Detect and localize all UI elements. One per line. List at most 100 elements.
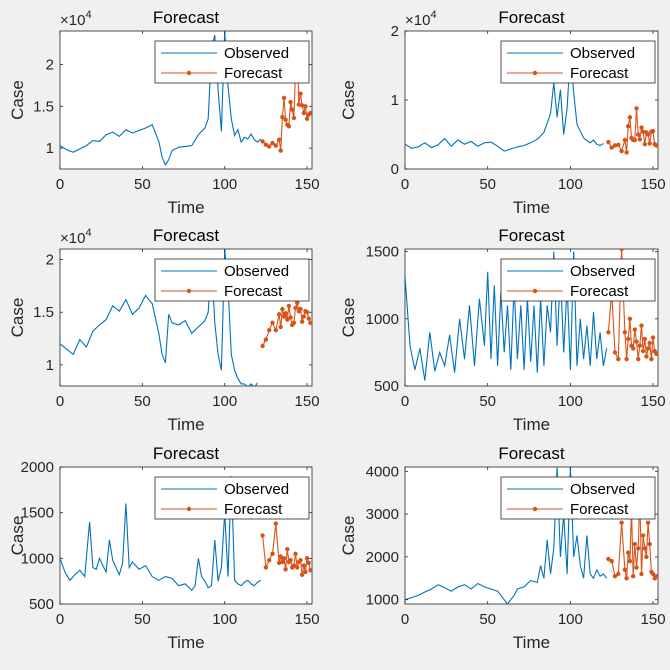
forecast-point <box>654 351 658 356</box>
forecast-legend-marker <box>532 288 538 294</box>
forecast-point <box>263 142 269 147</box>
x-tick-label: 100 <box>212 611 237 628</box>
chart-title: Forecast <box>153 226 219 245</box>
y-tick-label: 0 <box>391 161 399 178</box>
forecast-point <box>650 128 656 134</box>
y-tick-label: 2000 <box>21 459 54 476</box>
legend-label-forecast: Forecast <box>570 501 629 518</box>
forecast-point <box>626 550 631 555</box>
y-axis-label: Case <box>339 298 358 338</box>
y-tick-label: 1.5 <box>33 98 54 115</box>
forecast-point <box>636 132 641 137</box>
y-tick-label: 1500 <box>366 244 399 261</box>
forecast-point <box>260 343 265 349</box>
forecast-point <box>622 137 628 143</box>
x-tick-label: 150 <box>641 393 666 410</box>
forecast-point <box>647 340 652 346</box>
forecast-point <box>622 330 628 335</box>
forecast-point <box>291 320 297 325</box>
x-tick-label: 150 <box>295 393 320 410</box>
forecast-point <box>616 356 621 362</box>
forecast-point <box>298 91 303 96</box>
forecast-point <box>627 115 633 120</box>
legend-label-forecast: Forecast <box>224 65 283 82</box>
chart-panel-4: 0 50 100 150 500 1000 1500 Forecast Time Case Obse… <box>339 226 666 434</box>
x-axis-label: Time <box>513 633 550 652</box>
forecast-legend-marker <box>186 506 192 512</box>
x-tick-label: 0 <box>56 611 64 628</box>
forecast-legend-marker <box>186 288 192 294</box>
legend-label-observed: Observed <box>570 45 635 62</box>
forecast-point <box>642 142 647 147</box>
observed-series-line <box>405 51 604 152</box>
forecast-point <box>606 556 611 562</box>
forecast-point <box>281 95 287 101</box>
legend-label-forecast: Forecast <box>570 65 629 82</box>
forecast-point <box>301 110 306 116</box>
legend-box <box>154 476 310 520</box>
forecast-point <box>285 547 290 552</box>
x-tick-label: 50 <box>134 393 151 410</box>
x-tick-label: 100 <box>212 393 237 410</box>
forecast-point <box>293 305 298 311</box>
legend-box <box>154 258 310 302</box>
forecast-point <box>619 520 624 525</box>
forecast-point <box>273 521 278 526</box>
y-tick-label: 1.5 <box>33 304 54 321</box>
y-axis-label: Case <box>339 80 358 120</box>
forecast-point <box>298 558 303 563</box>
forecast-point <box>286 124 292 129</box>
x-tick-label: 0 <box>401 176 409 193</box>
forecast-point <box>293 551 298 556</box>
legend-label-forecast: Forecast <box>224 501 283 518</box>
y-tick-label: 1500 <box>21 505 54 522</box>
legend-box <box>500 258 656 302</box>
forecast-point <box>636 356 641 362</box>
observed-series-line <box>60 249 259 386</box>
legend-label-observed: Observed <box>570 263 635 280</box>
legend-label-observed: Observed <box>224 263 289 280</box>
y-tick-label: 1000 <box>21 550 54 567</box>
forecast-point <box>619 249 624 252</box>
forecast-point <box>267 558 272 563</box>
forecast-point <box>301 563 306 568</box>
forecast-point <box>281 556 287 561</box>
forecast-point <box>639 125 644 130</box>
forecast-point <box>303 104 308 109</box>
forecast-point <box>609 145 614 150</box>
forecast-point <box>278 324 283 330</box>
forecast-point <box>304 556 310 561</box>
forecast-point <box>632 137 637 143</box>
x-axis-label: Time <box>167 198 204 217</box>
forecast-point <box>291 563 297 568</box>
y-tick-label: 3000 <box>366 506 399 523</box>
forecast-point <box>308 568 312 573</box>
forecast-point <box>645 132 651 137</box>
forecast-point <box>634 565 639 570</box>
forecast-point <box>619 148 624 154</box>
forecast-point <box>647 541 652 547</box>
forecast-point <box>273 143 278 148</box>
x-axis-label: Time <box>167 633 204 652</box>
chart-panel-3: 0 50 100 150 1 1.5 2 ×104 Forecast Time Case Observ… <box>8 226 320 434</box>
forecast-point <box>308 110 312 116</box>
forecast-point <box>639 571 644 577</box>
legend-box <box>154 40 310 84</box>
forecast-point <box>283 567 288 572</box>
forecast-point <box>631 346 636 351</box>
x-tick-label: 50 <box>134 176 151 193</box>
forecast-point <box>280 306 285 312</box>
forecast-point <box>637 137 642 142</box>
x-tick-label: 150 <box>641 611 666 628</box>
legend: Observed Forecast <box>154 258 310 302</box>
forecast-point <box>606 330 611 335</box>
chart-panel-2: 0 50 100 150 0 1 2 ×104 Forecast Time Case Observed… <box>339 8 666 217</box>
chart-panel-6: 0 50 100 150 1000 2000 3000 4000 Forecast Time Cas… <box>339 444 666 652</box>
x-tick-label: 0 <box>56 393 64 410</box>
y-tick-label: 1 <box>46 140 54 157</box>
forecast-point <box>654 143 658 148</box>
chart-title: Forecast <box>153 444 219 463</box>
forecast-point <box>606 139 611 145</box>
y-axis-label: Case <box>339 516 358 556</box>
